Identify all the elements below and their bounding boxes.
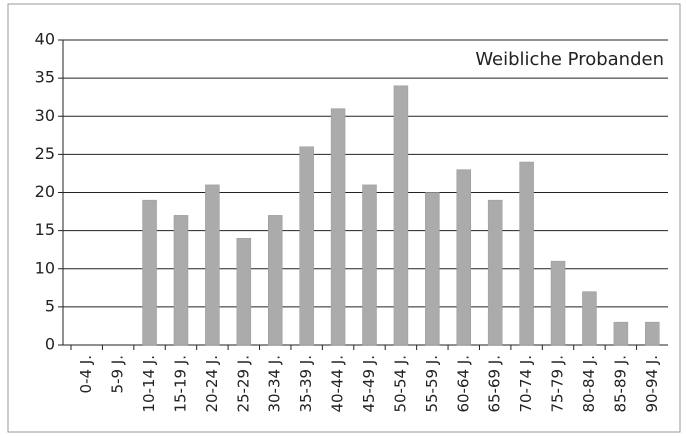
bar — [362, 184, 377, 346]
x-tick-label: 65-69 J. — [486, 355, 504, 413]
x-tick-label: 55-59 J. — [423, 355, 441, 413]
y-tick-label: 15 — [35, 220, 55, 239]
x-tick-label: 70-74 J. — [517, 355, 535, 413]
bar — [550, 260, 566, 346]
bar — [582, 291, 597, 346]
x-tick-label: 15-19 J. — [171, 355, 189, 413]
bar — [267, 215, 283, 346]
y-tick-label: 5 — [45, 296, 55, 315]
y-tick-label: 40 — [35, 30, 55, 49]
bar — [456, 169, 472, 346]
y-tick-label: 20 — [35, 182, 55, 201]
x-tick-label: 45-49 J. — [360, 355, 378, 413]
x-tick-label: 20-24 J. — [203, 355, 221, 413]
y-tick-label: 0 — [45, 335, 55, 354]
x-tick-label: 40-44 J. — [329, 355, 347, 413]
bar — [425, 192, 440, 346]
bar — [330, 108, 346, 346]
x-tick-label: 75-79 J. — [549, 355, 567, 413]
x-tick-label: 50-54 J. — [391, 355, 409, 413]
x-tick-label: 85-89 J. — [611, 355, 629, 413]
x-tick-label: 25-29 J. — [234, 355, 252, 413]
bar — [236, 238, 252, 346]
bar — [142, 199, 157, 346]
bar — [393, 85, 409, 346]
x-tick-label: 10-14 J. — [140, 355, 158, 413]
x-tick-label: 80-84 J. — [580, 355, 598, 413]
bar — [645, 321, 660, 346]
bar — [299, 146, 314, 346]
bar — [205, 184, 220, 346]
y-tick-label: 35 — [35, 68, 55, 87]
bar — [519, 161, 534, 346]
x-tick-label: 35-39 J. — [297, 355, 315, 413]
frame — [7, 3, 681, 433]
y-tick-label: 10 — [35, 258, 55, 277]
x-tick-label: 30-34 J. — [266, 355, 284, 413]
y-tick-label: 30 — [35, 106, 55, 125]
x-tick-label: 90-94 J. — [643, 355, 661, 413]
y-tick-label: 25 — [35, 144, 55, 163]
bar — [173, 215, 189, 346]
x-tick-label: 5-9 J. — [109, 355, 127, 393]
bar — [487, 199, 503, 346]
annotation: Weibliche Probanden — [475, 49, 664, 70]
bar — [613, 321, 629, 346]
x-tick-label: 0-4 J. — [77, 355, 95, 393]
x-tick-label: 60-64 J. — [454, 355, 472, 413]
